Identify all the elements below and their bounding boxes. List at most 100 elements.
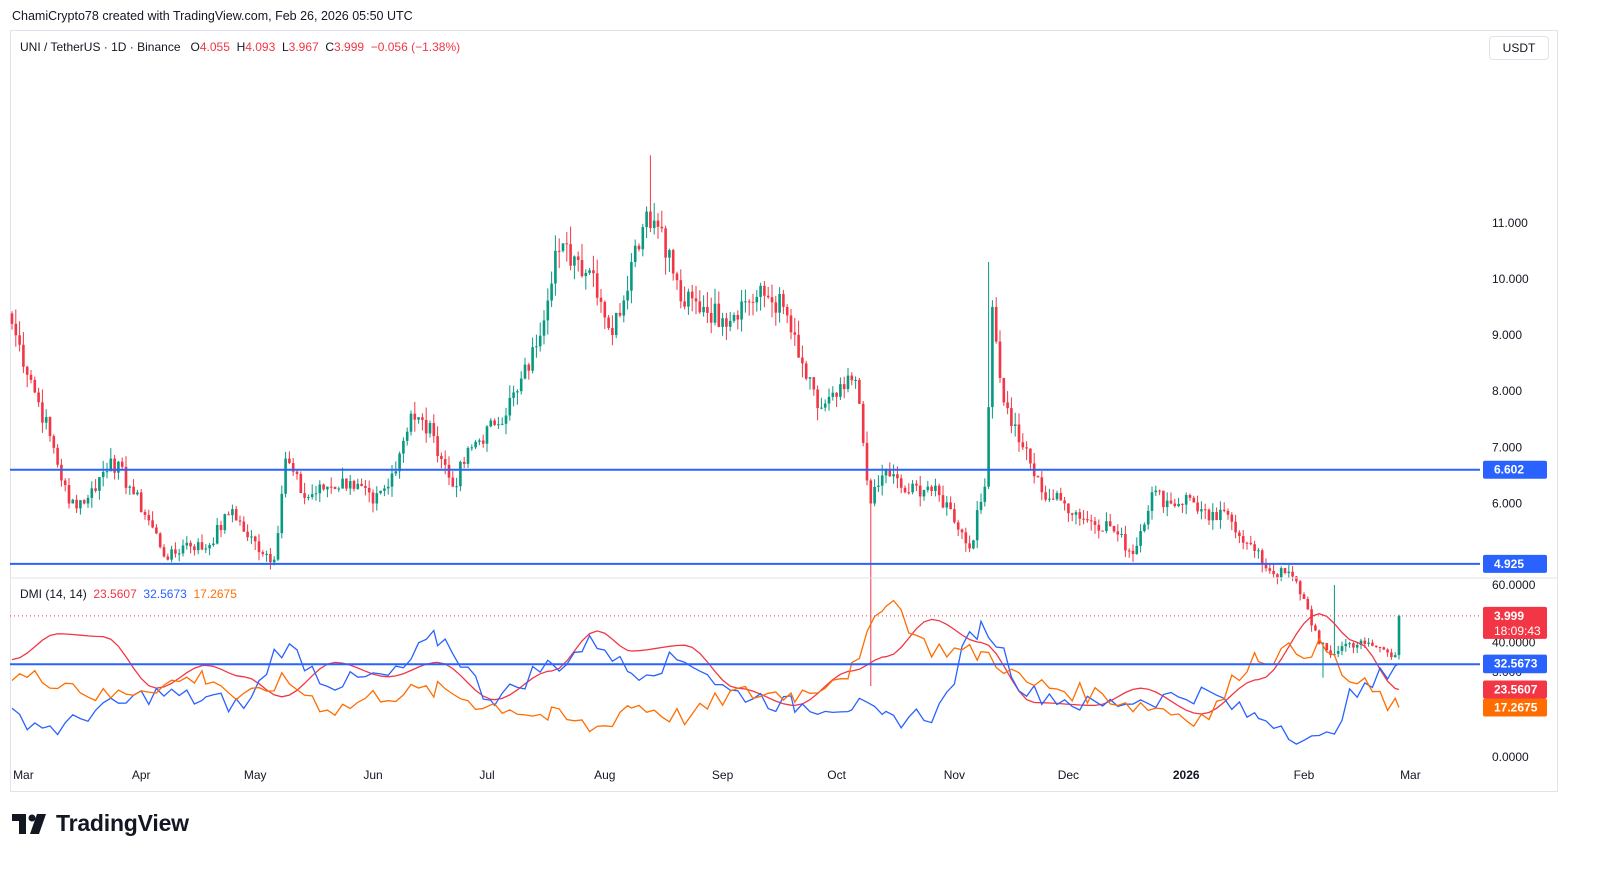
- candle-body: [67, 485, 71, 504]
- candle-body: [421, 417, 424, 420]
- candle-body: [215, 524, 219, 544]
- candle-body: [527, 364, 531, 371]
- level-price-tag-box: [1483, 460, 1547, 479]
- candle-body: [189, 542, 192, 547]
- candle-body: [1382, 647, 1386, 650]
- candle-body: [785, 306, 789, 316]
- candle-body: [1386, 649, 1389, 653]
- candle-body: [519, 378, 523, 392]
- time-axis-tick: May: [244, 768, 267, 782]
- candle-body: [318, 484, 322, 494]
- candle-body: [656, 220, 660, 227]
- candle-body: [364, 486, 367, 488]
- candle-body: [652, 220, 656, 228]
- candle-body: [538, 335, 542, 347]
- candle-body: [709, 312, 713, 323]
- candle-body: [1021, 442, 1025, 448]
- candle-body: [599, 297, 603, 302]
- candle-body: [367, 487, 371, 493]
- time-axis-tick: Feb: [1294, 768, 1315, 782]
- candle-body: [394, 471, 398, 474]
- candle-body: [1291, 571, 1294, 577]
- candle-body: [185, 542, 189, 546]
- candle-body: [903, 487, 907, 493]
- candle-body: [1154, 490, 1158, 493]
- candle-body: [1188, 495, 1192, 498]
- candle-body: [177, 553, 181, 555]
- current-price-tag-box: [1483, 606, 1547, 639]
- candle-body: [782, 294, 785, 307]
- candle-body: [1329, 650, 1332, 656]
- candle-body: [964, 532, 968, 544]
- candle-body: [200, 542, 204, 550]
- candle-body: [1146, 510, 1150, 525]
- candle-body: [831, 392, 835, 397]
- candle-body: [1306, 598, 1310, 610]
- candle-body: [170, 549, 173, 560]
- candle-body: [1268, 568, 1272, 571]
- candle-body: [1276, 574, 1279, 578]
- candle-body: [694, 298, 698, 302]
- candle-body: [246, 531, 249, 538]
- candle-body: [751, 301, 755, 303]
- candle-body: [983, 486, 987, 502]
- candle-body: [975, 510, 979, 541]
- candle-body: [383, 488, 386, 491]
- candle-body: [595, 273, 599, 298]
- candle-body: [1158, 490, 1161, 492]
- candle-body: [1048, 498, 1051, 500]
- candle-body: [117, 461, 120, 473]
- candle-body: [645, 211, 648, 228]
- candle-body: [75, 499, 78, 509]
- candle-body: [1321, 643, 1325, 645]
- candle-body: [630, 262, 633, 291]
- candle-body: [284, 458, 287, 494]
- candle-body: [41, 402, 44, 423]
- candle-body: [166, 556, 170, 560]
- candle-body: [565, 243, 569, 245]
- dmi-value-tag-box: [1483, 698, 1547, 717]
- tradingview-logo[interactable]: TradingView: [12, 810, 189, 837]
- candle-body: [877, 485, 880, 487]
- candle-body: [227, 514, 230, 516]
- candle-body: [481, 440, 485, 444]
- candle-body: [618, 312, 622, 316]
- candle-body: [405, 431, 409, 441]
- candle-body: [850, 375, 854, 381]
- candle-body: [276, 533, 280, 560]
- candle-body: [424, 419, 428, 434]
- candle-body: [972, 540, 975, 549]
- close-label: C: [325, 40, 335, 54]
- candle-body: [1124, 533, 1127, 551]
- close-value: 3.999: [334, 40, 365, 54]
- candle-body: [497, 424, 500, 426]
- tradingview-wordmark: TradingView: [56, 810, 189, 836]
- candle-body: [812, 377, 816, 390]
- symbol-title[interactable]: UNI / TetherUS · 1D · Binance: [20, 40, 181, 54]
- price-axis-tick: 7.000: [1492, 440, 1522, 454]
- candle-body: [1093, 521, 1097, 525]
- candle-body: [979, 501, 983, 511]
- candle-body: [386, 486, 390, 489]
- candle-body: [865, 442, 869, 481]
- candle-body: [52, 436, 56, 448]
- candle-body: [861, 403, 865, 443]
- candle-body: [804, 363, 808, 379]
- candle-body: [846, 375, 850, 390]
- candle-body: [10, 313, 14, 324]
- candle-body: [1089, 520, 1093, 522]
- dmi-value-tag-text: 17.2675: [1494, 701, 1538, 715]
- candle-body: [322, 484, 325, 490]
- candle-body: [1287, 571, 1291, 574]
- candle-body: [937, 485, 941, 496]
- currency-button[interactable]: USDT: [1489, 36, 1549, 60]
- candle-body: [143, 512, 147, 515]
- candle-body: [763, 285, 766, 296]
- candle-body: [523, 364, 527, 379]
- candle-body: [1363, 640, 1367, 644]
- candle-body: [987, 407, 990, 487]
- candle-body: [592, 270, 595, 274]
- dmi-title[interactable]: DMI (14, 14): [20, 587, 87, 601]
